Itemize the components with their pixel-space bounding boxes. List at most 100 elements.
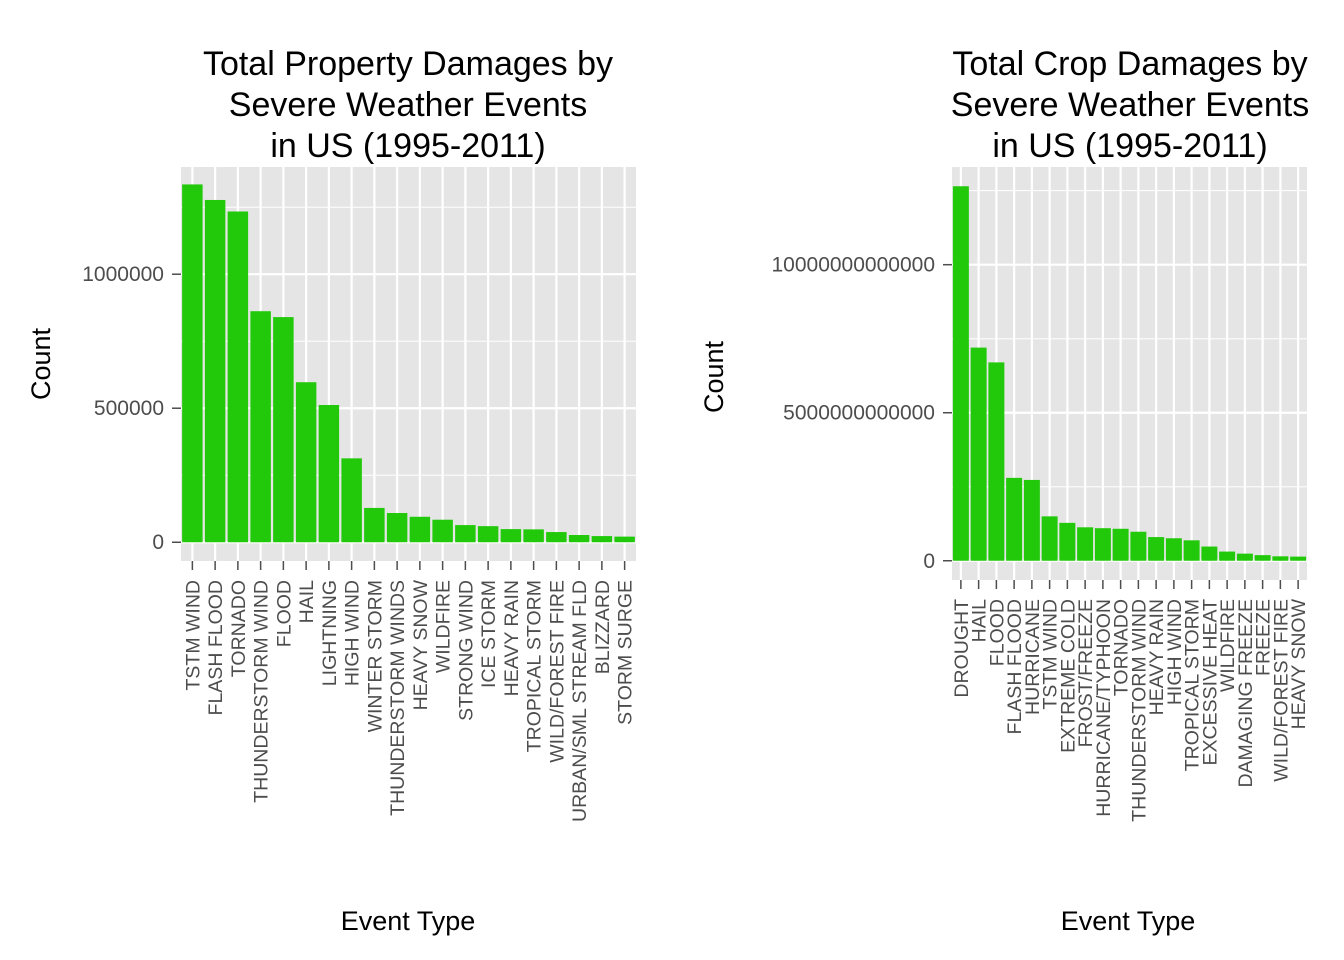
bar — [1290, 556, 1307, 561]
x-tick-label: HIGH WIND — [342, 580, 364, 686]
x-tick-label: WILDFIRE — [1217, 599, 1239, 692]
bar — [1272, 556, 1289, 561]
bar — [988, 362, 1005, 561]
y-tick-label: 0 — [923, 550, 935, 573]
chart-title-line: Total Property Damages by — [203, 45, 613, 83]
x-tick-label: WILDFIRE — [433, 580, 455, 673]
bar — [1165, 538, 1182, 561]
bar — [318, 405, 340, 543]
y-tick-label: 5000000000000 — [783, 402, 935, 425]
x-tick-label: HAIL — [969, 599, 991, 643]
bar — [182, 184, 203, 543]
x-tick-label: TSTM WIND — [182, 580, 204, 690]
bar — [1130, 531, 1147, 561]
x-tick-label: THUNDERSTORM WIND — [251, 580, 273, 803]
chart-title-line: Severe Weather Events — [951, 86, 1309, 124]
bar — [455, 525, 476, 543]
x-tick-label: TROPICAL STORM — [1182, 599, 1204, 771]
x-tick-label: FLOOD — [986, 599, 1008, 666]
x-tick-label: FLOOD — [273, 580, 295, 647]
bar — [386, 513, 408, 543]
bar — [1112, 528, 1129, 561]
x-tick-label: THUNDERSTORM WINDS — [387, 580, 409, 816]
y-axis-title: Count — [26, 327, 56, 400]
plot-background — [181, 167, 636, 561]
chart-title-line: Severe Weather Events — [229, 86, 587, 124]
y-tick-label: 1000000 — [82, 263, 164, 286]
bar — [970, 347, 987, 561]
x-tick-label: FLASH FLOOD — [1004, 599, 1026, 734]
x-tick-label: FREEZE — [1253, 599, 1275, 676]
x-tick-label: FLASH FLOOD — [205, 580, 227, 715]
x-axis-title: Event Type — [341, 906, 476, 936]
x-tick-label: HEAVY SNOW — [410, 579, 432, 710]
plot-background — [952, 167, 1307, 580]
x-tick-label: WILD/FOREST FIRE — [1270, 599, 1292, 782]
x-tick-label: HURRICANE — [1022, 599, 1044, 715]
x-tick-label: HIGH WIND — [1164, 599, 1186, 705]
bar — [1183, 540, 1200, 561]
y-tick-label: 500000 — [94, 397, 164, 420]
bar — [1094, 528, 1111, 561]
chart-title-line: Total Crop Damages by — [952, 45, 1307, 83]
bar — [250, 311, 271, 543]
x-tick-label: BLIZZARD — [592, 580, 614, 674]
x-tick-label: STORM SURGE — [615, 580, 637, 725]
x-tick-label: HEAVY RAIN — [1146, 599, 1168, 715]
x-tick-label: DAMAGING FREEZE — [1235, 599, 1257, 788]
chart-panel-1: 0 500000 1000000 TSTM WIND FLASH FLOOD TORNAD… — [26, 45, 637, 936]
bar — [1201, 546, 1218, 561]
x-tick-label: TSTM WIND — [1040, 599, 1062, 709]
x-tick-label: HEAVY RAIN — [501, 580, 523, 696]
bar — [591, 536, 613, 543]
bar — [1236, 553, 1253, 561]
y-tick-label: 0 — [152, 531, 164, 554]
bar — [1006, 477, 1023, 561]
x-tick-label: URBAN/SML STREAM FLD — [569, 580, 591, 822]
x-tick-label: WINTER STORM — [364, 580, 386, 732]
chart-title-line: in US (1995-2011) — [992, 127, 1267, 165]
y-axis-title: Count — [699, 340, 729, 413]
x-tick-label: WILD/FOREST FIRE — [546, 580, 568, 763]
bar — [1041, 516, 1058, 561]
x-tick-label: HURRICANE/TYPHOON — [1093, 599, 1115, 817]
x-tick-label: STRONG WIND — [455, 580, 477, 721]
x-tick-label: HEAVY SNOW — [1288, 598, 1310, 729]
bar — [341, 458, 362, 543]
bar — [1148, 537, 1165, 561]
bar — [523, 529, 544, 543]
x-tick-label: EXCESSIVE HEAT — [1199, 599, 1221, 766]
bar — [409, 516, 431, 543]
x-tick-label: FROST/FREEZE — [1075, 599, 1097, 747]
bar — [952, 186, 969, 561]
x-tick-label: HAIL — [296, 580, 318, 624]
x-tick-label: THUNDERSTORM WIND — [1128, 599, 1150, 822]
bar — [1254, 555, 1271, 561]
x-tick-label: TORNADO — [1111, 599, 1133, 696]
chart-title-line: in US (1995-2011) — [270, 127, 545, 165]
bar — [1219, 551, 1236, 561]
bar — [432, 519, 453, 543]
bar — [1077, 527, 1094, 561]
bar — [364, 507, 385, 543]
x-tick-label: LIGHTNING — [319, 580, 341, 686]
bar — [546, 532, 567, 543]
bar — [614, 536, 635, 543]
chart-panel-2: 0500000000000010000000000000DROUGHTHAILF… — [699, 45, 1310, 936]
bar — [227, 211, 249, 543]
bar — [1059, 522, 1076, 561]
x-tick-label: ICE STORM — [478, 580, 500, 688]
x-tick-label: TROPICAL STORM — [524, 580, 546, 752]
x-tick-label: EXTREME COLD — [1057, 599, 1079, 753]
bar — [273, 317, 294, 543]
bar — [568, 535, 590, 543]
x-tick-label: TORNADO — [228, 580, 250, 677]
bar — [204, 199, 226, 543]
bar — [477, 526, 499, 543]
bar — [1023, 479, 1040, 561]
bar — [500, 529, 522, 543]
y-tick-label: 10000000000000 — [771, 254, 935, 277]
bar — [295, 382, 317, 543]
x-tick-label: DROUGHT — [951, 599, 973, 698]
